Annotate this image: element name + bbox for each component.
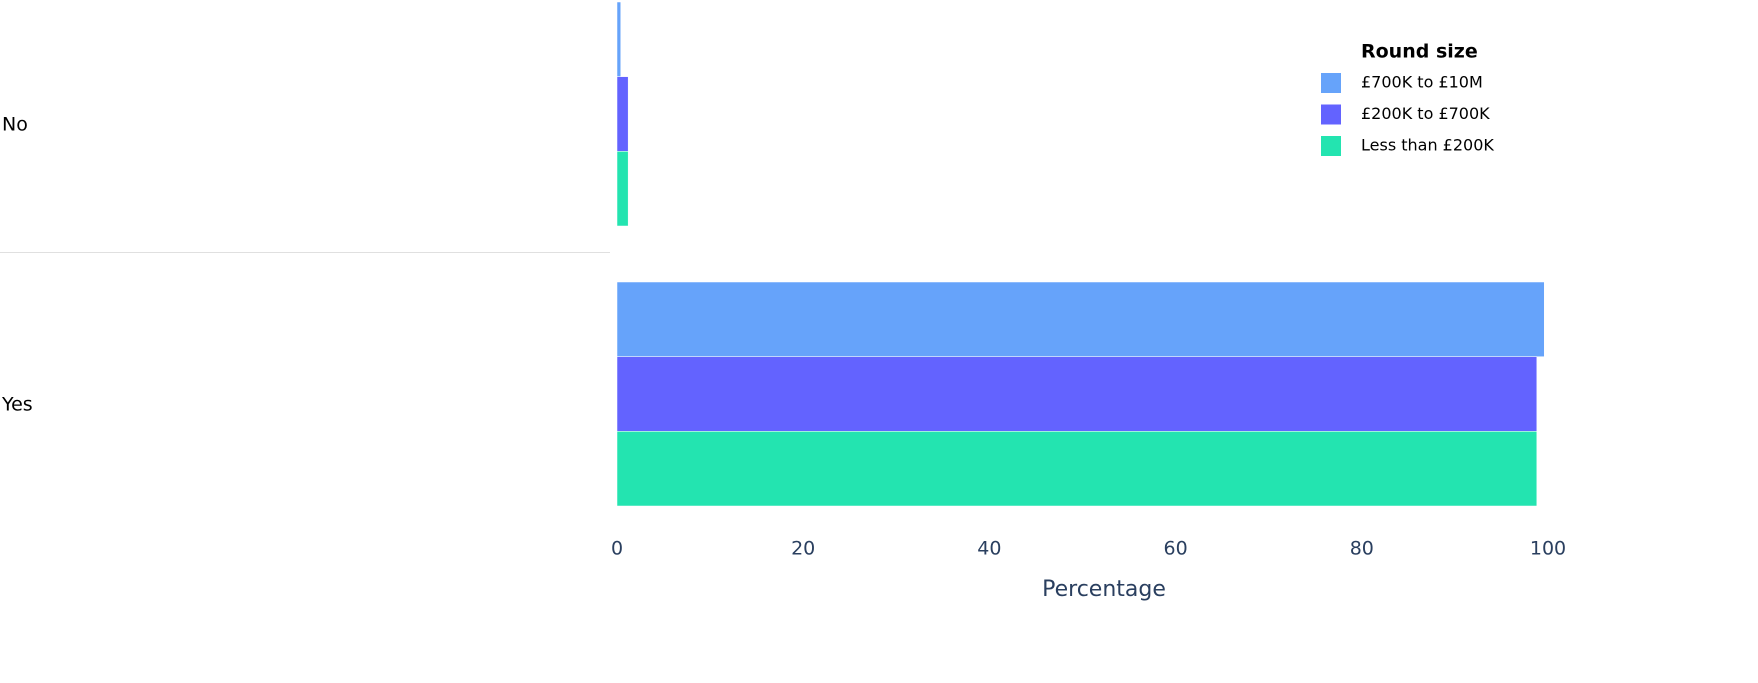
legend-swatch — [1321, 73, 1341, 93]
x-tick-label: 60 — [1164, 538, 1188, 560]
bar — [616, 1, 621, 77]
y-tick-label: No — [2, 114, 28, 136]
legend-label: £200K to £700K — [1361, 104, 1490, 123]
x-tick-label: 40 — [977, 538, 1001, 560]
bar — [616, 356, 1538, 432]
legend-title: Round size — [1361, 41, 1478, 63]
bar — [616, 281, 1545, 357]
legend-label: Less than £200K — [1361, 136, 1494, 155]
x-tick-label: 80 — [1350, 538, 1374, 560]
legend-swatch — [1321, 104, 1341, 125]
x-axis-title: Percentage — [1042, 577, 1166, 602]
y-tick-label: Yes — [1, 394, 33, 416]
x-tick-label: 0 — [611, 538, 623, 560]
legend-label: £700K to £10M — [1361, 73, 1483, 92]
legend-swatch — [1321, 136, 1341, 156]
bar — [616, 431, 1538, 507]
bar — [616, 76, 629, 152]
x-tick-label: 20 — [791, 538, 815, 560]
x-tick-label: 100 — [1530, 538, 1566, 560]
bar — [616, 151, 629, 227]
